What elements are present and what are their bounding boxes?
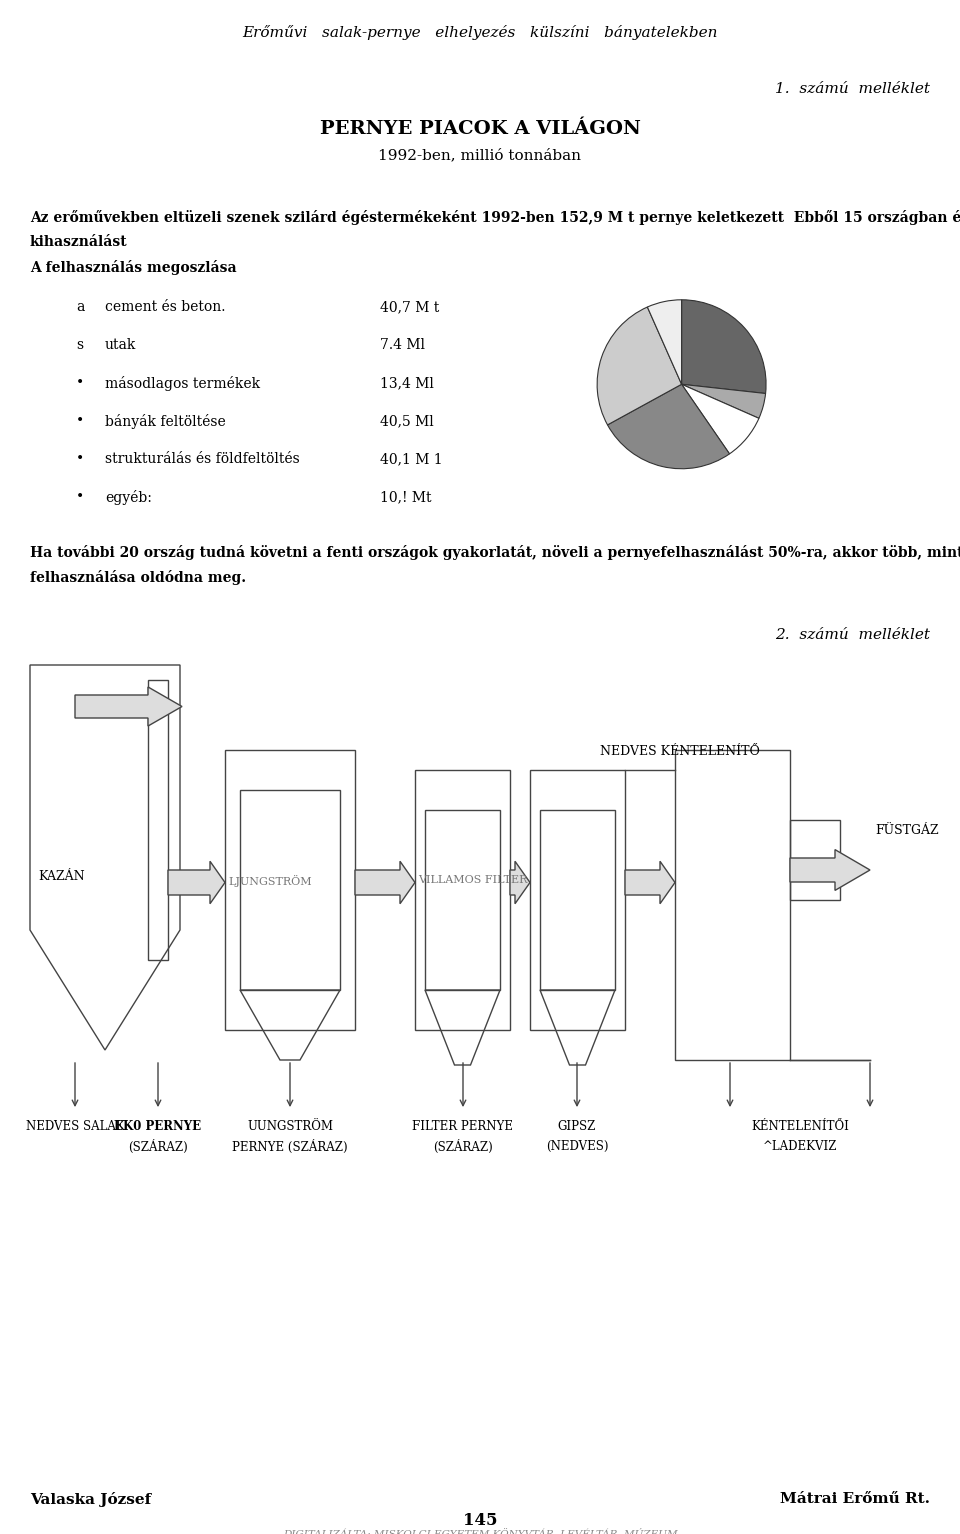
Text: másodlagos termékek: másodlagos termékek bbox=[105, 376, 260, 391]
Polygon shape bbox=[75, 687, 182, 726]
Text: kihasználást: kihasználást bbox=[30, 235, 128, 249]
Text: cement és beton.: cement és beton. bbox=[105, 301, 226, 314]
Text: bányák feltöltése: bányák feltöltése bbox=[105, 414, 226, 430]
Text: 40,5 Ml: 40,5 Ml bbox=[380, 414, 434, 428]
Text: LJUNGSTRÖM: LJUNGSTRÖM bbox=[228, 874, 312, 887]
Polygon shape bbox=[168, 861, 225, 904]
Text: egyéb:: egyéb: bbox=[105, 489, 152, 505]
Text: Erőművi   salak-pernye   elhelyezés   külszíni   bányatelekben: Erőművi salak-pernye elhelyezés külszíni… bbox=[242, 25, 718, 40]
Wedge shape bbox=[597, 307, 682, 425]
Bar bbox=[790, 821, 840, 861]
Text: 40,1 M 1: 40,1 M 1 bbox=[380, 453, 443, 466]
Text: 2.  számú  melléklet: 2. számú melléklet bbox=[775, 627, 930, 643]
Polygon shape bbox=[625, 861, 675, 904]
Text: NEDVES SALAK: NEDVES SALAK bbox=[26, 1120, 125, 1134]
Wedge shape bbox=[682, 299, 766, 394]
Text: KAZÁN: KAZÁN bbox=[38, 870, 84, 884]
Text: Mátrai Erőmű Rt.: Mátrai Erőmű Rt. bbox=[780, 1493, 930, 1506]
Wedge shape bbox=[682, 384, 765, 419]
Text: •: • bbox=[76, 489, 84, 505]
Text: EK0 PERNYE: EK0 PERNYE bbox=[114, 1120, 202, 1134]
Polygon shape bbox=[355, 861, 415, 904]
Text: Ha további 20 ország tudná követni a fenti országok gyakorlatát, növeli a pernye: Ha további 20 ország tudná követni a fen… bbox=[30, 545, 960, 560]
Text: 1.  számú  melléklet: 1. számú melléklet bbox=[775, 81, 930, 97]
Text: NEDVES KÉNTELENÍTŐ: NEDVES KÉNTELENÍTŐ bbox=[600, 746, 760, 758]
Text: •: • bbox=[76, 376, 84, 390]
Text: 145: 145 bbox=[463, 1513, 497, 1529]
Text: FÜSTGÁZ: FÜSTGÁZ bbox=[875, 824, 939, 836]
Text: strukturálás és földfeltöltés: strukturálás és földfeltöltés bbox=[105, 453, 300, 466]
Text: GIPSZ: GIPSZ bbox=[558, 1120, 596, 1134]
Text: UUNGSTRÖM: UUNGSTRÖM bbox=[247, 1120, 333, 1134]
Text: FILTER PERNYE: FILTER PERNYE bbox=[413, 1120, 514, 1134]
Text: KÉNTELENÍTŐI: KÉNTELENÍTŐI bbox=[751, 1120, 849, 1134]
Bar bbox=[790, 861, 840, 900]
Text: PERNYE PIACOK A VILÁGON: PERNYE PIACOK A VILÁGON bbox=[320, 120, 640, 138]
Text: 40,7 M t: 40,7 M t bbox=[380, 301, 440, 314]
Text: Valaska József: Valaska József bbox=[30, 1493, 152, 1506]
Text: PERNYE (SZÁRAZ): PERNYE (SZÁRAZ) bbox=[232, 1140, 348, 1154]
Bar bbox=[148, 680, 168, 960]
Text: Az erőművekben eltüzeli szenek szilárd égéstermékeként 1992-ben 152,9 M t pernye: Az erőművekben eltüzeli szenek szilárd é… bbox=[30, 210, 960, 225]
Text: utak: utak bbox=[105, 337, 136, 351]
Text: 7.4 Ml: 7.4 Ml bbox=[380, 337, 425, 351]
Text: 1992-ben, millió tonnában: 1992-ben, millió tonnában bbox=[378, 147, 582, 163]
Text: •: • bbox=[76, 453, 84, 466]
Text: 10,! Mt: 10,! Mt bbox=[380, 489, 431, 505]
Wedge shape bbox=[647, 299, 682, 384]
Text: ^LADEKVIZ: ^LADEKVIZ bbox=[763, 1140, 837, 1154]
Text: DIGITALIZÁLTA: MISKOLCI EGYETEM KÖNYVTÁR, LEVÉLTÁR, MÚZEUM: DIGITALIZÁLTA: MISKOLCI EGYETEM KÖNYVTÁR… bbox=[282, 1528, 678, 1534]
Text: a: a bbox=[76, 301, 84, 314]
Text: •: • bbox=[76, 414, 84, 428]
Polygon shape bbox=[510, 861, 530, 904]
Text: A felhasználás megoszlása: A felhasználás megoszlása bbox=[30, 259, 236, 275]
Text: (NEDVES): (NEDVES) bbox=[545, 1140, 609, 1154]
Wedge shape bbox=[682, 384, 759, 454]
Polygon shape bbox=[790, 850, 870, 890]
Text: s: s bbox=[77, 337, 84, 351]
Text: VILLAMOS FILTER: VILLAMOS FILTER bbox=[418, 874, 527, 885]
Text: (SZÁRAZ): (SZÁRAZ) bbox=[433, 1140, 492, 1154]
Wedge shape bbox=[608, 384, 730, 469]
Text: (SZÁRAZ): (SZÁRAZ) bbox=[128, 1140, 188, 1154]
Text: felhasználása oldódna meg.: felhasználása oldódna meg. bbox=[30, 571, 246, 584]
Text: 13,4 Ml: 13,4 Ml bbox=[380, 376, 434, 390]
